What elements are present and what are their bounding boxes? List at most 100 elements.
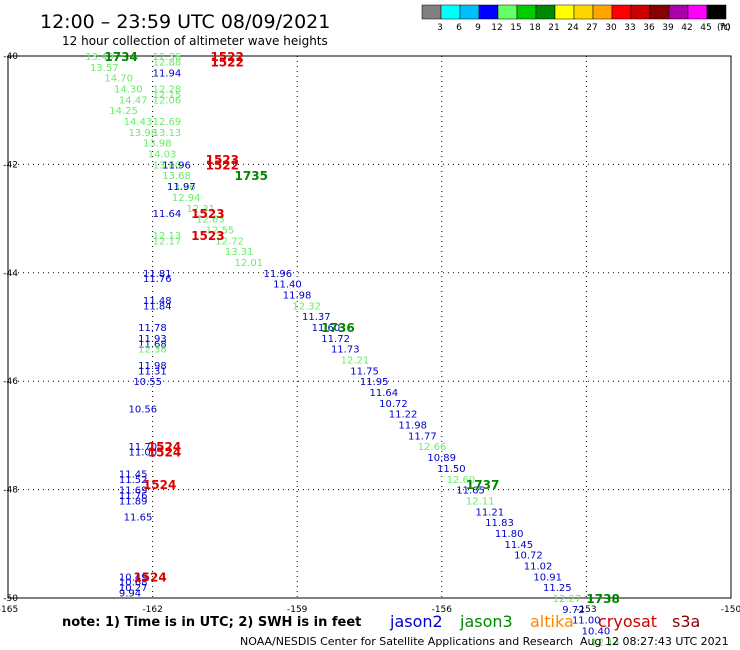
swh-value-label: 11.77	[408, 431, 437, 442]
swh-value-label: 11.48	[143, 296, 172, 307]
plot-frame	[7, 55, 732, 599]
time-label: 1523	[191, 207, 224, 221]
swh-value-label: 11.83	[485, 518, 514, 529]
swh-value-label: 11.68	[138, 339, 167, 350]
footer-note: note: 1) Time is in UTC; 2) SWH is in fe…	[62, 615, 361, 630]
legend-swatch	[630, 4, 651, 20]
legend-label: 36	[643, 23, 655, 33]
color-legend: 3 6 9 12 15 18 21 24 27 30 33 36 39 42 45 70(ft)	[421, 4, 731, 33]
swh-value-label: 14.70	[104, 74, 133, 85]
swh-value-label: 11.25	[543, 583, 572, 594]
time-label: 1522	[210, 50, 243, 64]
time-label: 1523	[191, 229, 224, 243]
footer-timestamp: Aug 12 08:27:43 UTC 2021	[580, 635, 729, 648]
swh-value-label: 11.60	[312, 323, 341, 334]
swh-value-label: 11.65	[124, 513, 153, 524]
swh-value-label: 12.13	[153, 231, 182, 242]
swh-value-label: 13.31	[225, 247, 254, 258]
swh-value-label: 14.30	[114, 85, 143, 96]
legend-label: 18	[529, 23, 541, 33]
swh-value-label: 12.01	[235, 258, 264, 269]
swh-value-label: 14.03	[148, 150, 177, 161]
lat-tick-label: -42	[3, 160, 18, 170]
swh-value-label: 11.94	[153, 68, 182, 79]
swh-value-label: 11.93	[138, 334, 167, 345]
legend-label: 15	[510, 23, 521, 33]
time-label: 1736	[321, 321, 354, 335]
swh-value-label: 13.68	[162, 171, 191, 182]
swh-value-label: 12.32	[292, 301, 321, 312]
swh-value-label: 13.57	[90, 63, 119, 74]
swh-value-label: 11.64	[370, 388, 399, 399]
swh-value-label: 12.72	[215, 236, 244, 247]
swh-value-label: 14.25	[109, 106, 138, 117]
axis-tick-labels: -40 -42 -44 -46 -48 -50-165 -162 -159 -156 -153 -1…	[0, 52, 740, 615]
map-subtitle: 12 hour collection of altimeter wave hei…	[62, 34, 328, 48]
legend-swatch	[516, 4, 537, 20]
swh-value-label: 11.98	[138, 361, 167, 372]
legend-swatch	[592, 4, 613, 20]
satellite-label: altika	[530, 612, 574, 631]
swh-value-label: 12.69	[153, 117, 182, 128]
swh-value-label: 11.31	[138, 366, 167, 377]
satellite-label: jason2	[389, 612, 443, 631]
swh-value-label: 13.98	[143, 139, 172, 150]
swh-value-label: 11.00	[129, 448, 158, 459]
legend-label: 30	[605, 23, 617, 33]
legend-swatch	[535, 4, 556, 20]
lon-tick-label: -156	[432, 605, 453, 615]
swh-value-label: 12.11	[466, 496, 495, 507]
swh-value-label: 11.95	[360, 377, 389, 388]
lon-tick-label: -150	[721, 605, 740, 615]
swh-value-label: 9.94	[119, 589, 141, 600]
swh-value-label: 11.73	[331, 345, 360, 356]
legend-label: 9	[475, 23, 481, 33]
swh-value-label: 11.70	[129, 442, 158, 453]
time-label: 1524	[148, 446, 181, 460]
swh-value-label: 11.78	[138, 323, 167, 334]
legend-swatch	[611, 4, 632, 20]
swh-labels: 13.4913.5714.7014.3014.4714.2514.4313.98…	[85, 50, 620, 648]
lat-lon-grid	[8, 56, 731, 598]
swh-value-label: 12.36	[153, 52, 182, 63]
swh-value-label: 11.75	[350, 366, 379, 377]
swh-value-label: 11.00	[572, 616, 601, 627]
swh-value-label: 11.72	[321, 334, 350, 345]
legend-label: 33	[624, 23, 635, 33]
satellite-label: s3a	[672, 612, 700, 631]
swh-value-label: 10.72	[514, 551, 543, 562]
swh-value-label: 11.21	[476, 507, 505, 518]
swh-value-label: 14.47	[119, 95, 148, 106]
footer-credit: NOAA/NESDIS Center for Satellite Applica…	[240, 635, 573, 648]
legend-swatch	[668, 4, 689, 20]
swh-value-label: 12.38	[138, 345, 167, 356]
swh-value-label: 12.66	[418, 442, 447, 453]
swh-value-label: 10.91	[533, 572, 562, 583]
time-label: 1522	[210, 55, 243, 69]
legend-swatch	[649, 4, 670, 20]
swh-value-label: 12.55	[206, 225, 235, 236]
legend-label: 27	[586, 23, 597, 33]
swh-value-label: 11.02	[524, 561, 553, 572]
swh-value-label: 11.45	[119, 469, 148, 480]
swh-value-label: 11.40	[273, 280, 302, 291]
swh-value-label: 11.69	[119, 486, 148, 497]
swh-value-label: 10.89	[427, 453, 456, 464]
swh-value-label: 10.27	[119, 583, 148, 594]
legend-swatch	[440, 4, 461, 20]
swh-value-label: 11.22	[389, 410, 418, 421]
legend-swatch	[497, 4, 518, 20]
swh-value-label: 12.88	[153, 57, 182, 68]
swh-value-label: 12.60	[447, 475, 476, 486]
legend-label: 42	[681, 23, 692, 33]
legend-label: 39	[662, 23, 674, 33]
legend-label: 24	[567, 23, 579, 33]
swh-value-label: 11.50	[437, 464, 466, 475]
time-label: 1735	[235, 169, 268, 183]
swh-value-label: 12.15	[153, 90, 182, 101]
lon-tick-label: -159	[287, 605, 308, 615]
swh-value-label: 11.97	[167, 182, 196, 193]
time-label: 1738	[586, 592, 619, 606]
swh-value-label: 10.49	[119, 572, 148, 583]
